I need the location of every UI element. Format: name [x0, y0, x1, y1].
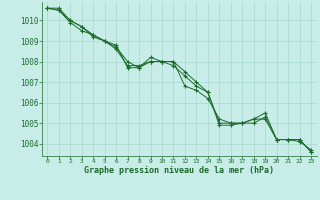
X-axis label: Graphe pression niveau de la mer (hPa): Graphe pression niveau de la mer (hPa) — [84, 166, 274, 175]
